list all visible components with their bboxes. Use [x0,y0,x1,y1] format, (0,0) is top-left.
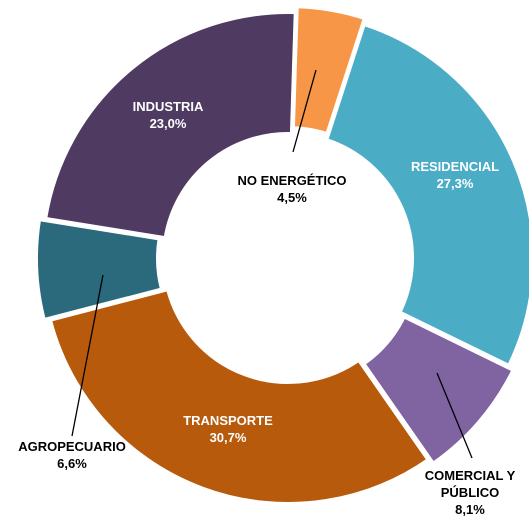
slice-label: INDUSTRIA 23,0% [133,98,204,132]
leader-line [436,372,473,459]
donut-slice [47,286,432,506]
value-label: 30,7% [209,430,247,445]
category-name: RESIDENCIAL [410,159,500,174]
value-label: 4,5% [277,190,307,205]
value-label: 8,1% [455,502,485,517]
slice-label: TRANSPORTE 30,7% [183,412,273,446]
category-name: NO ENERGÉTICO [237,173,347,188]
donut-slice [34,216,165,323]
donut-slice [360,313,517,467]
leader-line [292,69,317,153]
slice-label: AGROPECUARIO 6,6% [18,438,126,472]
category-name: AGROPECUARIO [18,439,126,454]
slice-label: COMERCIAL Y PÚBLICO 8,1% [415,467,525,518]
category-name: INDUSTRIA [132,99,204,114]
category-name: TRANSPORTE [183,413,273,428]
donut-slice [42,10,298,241]
category-name: COMERCIAL Y PÚBLICO [424,468,516,500]
donut-slice [290,4,368,137]
value-label: 27,3% [436,176,474,191]
slice-label: RESIDENCIAL 27,3% [411,158,499,192]
leader-line [71,274,104,437]
slice-label: NO ENERGÉTICO 4,5% [237,172,346,206]
donut-slice [323,21,529,369]
value-label: 23,0% [149,116,187,131]
value-label: 6,6% [57,456,87,471]
